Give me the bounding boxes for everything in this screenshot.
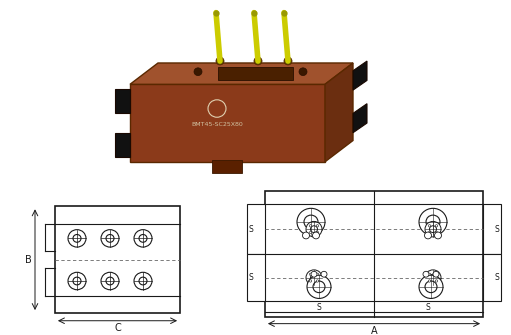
Text: shop: shop (132, 92, 268, 140)
Circle shape (425, 232, 431, 239)
Circle shape (430, 226, 436, 232)
Polygon shape (325, 63, 353, 162)
Polygon shape (115, 89, 130, 113)
Circle shape (101, 272, 119, 290)
Circle shape (134, 230, 152, 247)
Circle shape (311, 274, 317, 281)
Circle shape (313, 281, 325, 293)
Circle shape (316, 273, 319, 275)
Circle shape (134, 272, 152, 290)
Circle shape (309, 280, 312, 282)
Circle shape (434, 232, 442, 239)
Text: S: S (495, 225, 499, 234)
Circle shape (306, 270, 322, 285)
Text: BMT45-SC25X80: BMT45-SC25X80 (191, 122, 243, 127)
Circle shape (309, 231, 312, 234)
Circle shape (428, 225, 431, 227)
Circle shape (254, 57, 262, 65)
Circle shape (216, 57, 224, 65)
Bar (130, 84, 325, 162)
Polygon shape (130, 63, 353, 84)
Circle shape (316, 280, 319, 282)
Circle shape (425, 221, 441, 237)
Circle shape (435, 273, 437, 275)
Text: S: S (426, 303, 430, 312)
Polygon shape (115, 133, 130, 157)
Circle shape (430, 274, 436, 281)
Circle shape (419, 275, 443, 298)
Text: A: A (370, 326, 377, 335)
Text: B: B (25, 255, 31, 265)
Bar (218, 67, 293, 80)
Circle shape (307, 275, 331, 298)
Circle shape (68, 230, 86, 247)
Circle shape (419, 208, 447, 236)
Circle shape (426, 215, 440, 229)
Circle shape (309, 273, 312, 275)
Bar (483, 204, 501, 254)
Circle shape (101, 230, 119, 247)
Polygon shape (353, 61, 367, 90)
Bar (247, 254, 265, 302)
Text: S: S (249, 225, 253, 234)
Circle shape (321, 271, 327, 277)
Bar (247, 204, 265, 254)
Circle shape (106, 234, 114, 242)
Circle shape (306, 221, 322, 237)
Circle shape (316, 225, 319, 227)
Circle shape (139, 277, 147, 285)
Circle shape (303, 232, 310, 239)
Circle shape (311, 271, 317, 277)
Circle shape (428, 231, 431, 234)
Circle shape (73, 277, 81, 285)
Circle shape (309, 225, 312, 227)
Polygon shape (353, 104, 367, 133)
Circle shape (313, 232, 319, 239)
Text: S: S (249, 273, 253, 282)
Circle shape (428, 280, 431, 282)
Bar (55, 206, 180, 313)
Circle shape (299, 68, 307, 76)
Bar (265, 191, 483, 317)
Circle shape (311, 226, 317, 232)
Circle shape (139, 234, 147, 242)
Text: S: S (317, 303, 321, 312)
Circle shape (73, 234, 81, 242)
Circle shape (284, 57, 292, 65)
Circle shape (316, 231, 319, 234)
Text: C: C (114, 324, 121, 333)
Circle shape (106, 277, 114, 285)
Text: S: S (495, 273, 499, 282)
Circle shape (425, 281, 437, 293)
Circle shape (423, 271, 429, 277)
Circle shape (433, 271, 439, 277)
Circle shape (304, 215, 318, 229)
Bar (212, 160, 242, 174)
Circle shape (435, 231, 437, 234)
Circle shape (297, 208, 325, 236)
Circle shape (435, 280, 437, 282)
Circle shape (68, 272, 86, 290)
Circle shape (428, 273, 431, 275)
Circle shape (435, 225, 437, 227)
Circle shape (194, 68, 202, 76)
Circle shape (425, 270, 441, 285)
Bar (483, 254, 501, 302)
